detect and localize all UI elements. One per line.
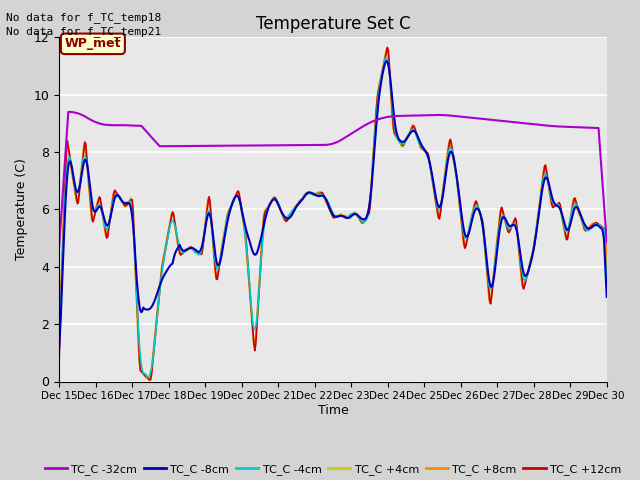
TC_C +8cm <box>379 65 387 71</box>
TC_C +8cm <box>423 150 431 156</box>
Line: TC_C -4cm: TC_C -4cm <box>59 58 607 377</box>
TC_C -8cm <box>196 248 204 254</box>
TC_C +8cm <box>304 190 312 196</box>
TC_C -4cm <box>197 250 205 255</box>
TC_C -8cm <box>152 294 160 300</box>
TC_C +4cm <box>146 377 154 383</box>
TC_C +4cm <box>55 342 63 348</box>
TC_C -4cm <box>153 316 161 322</box>
Legend: TC_C -32cm, TC_C -8cm, TC_C -4cm, TC_C +4cm, TC_C +8cm, TC_C +12cm: TC_C -32cm, TC_C -8cm, TC_C -4cm, TC_C +… <box>40 459 626 479</box>
TC_C +12cm <box>469 208 477 214</box>
TC_C -32cm <box>65 109 72 115</box>
X-axis label: Time: Time <box>317 404 348 417</box>
TC_C +12cm <box>603 228 611 233</box>
TC_C +12cm <box>147 377 154 383</box>
TC_C -32cm <box>468 115 476 121</box>
TC_C +8cm <box>146 378 154 384</box>
TC_C -32cm <box>153 140 161 146</box>
TC_C +4cm <box>383 46 390 52</box>
TC_C -4cm <box>383 55 390 60</box>
Title: Temperature Set C: Temperature Set C <box>255 15 410 33</box>
TC_C -32cm <box>422 112 429 118</box>
TC_C -32cm <box>55 244 63 250</box>
TC_C -4cm <box>55 338 63 344</box>
Line: TC_C +4cm: TC_C +4cm <box>59 49 607 380</box>
TC_C +8cm <box>383 47 391 53</box>
Text: No data for f_TC_temp18: No data for f_TC_temp18 <box>6 12 162 23</box>
TC_C -8cm <box>383 58 390 64</box>
TC_C +12cm <box>55 357 63 363</box>
TC_C -8cm <box>468 216 476 221</box>
TC_C -32cm <box>603 240 611 245</box>
TC_C -32cm <box>379 115 387 121</box>
TC_C +12cm <box>383 45 391 50</box>
TC_C -4cm <box>423 152 431 157</box>
TC_C +4cm <box>469 206 477 212</box>
TC_C +4cm <box>153 312 161 318</box>
TC_C +4cm <box>197 250 205 256</box>
TC_C +4cm <box>423 149 431 155</box>
Line: TC_C -32cm: TC_C -32cm <box>59 112 607 247</box>
TC_C -4cm <box>469 208 477 214</box>
Line: TC_C +8cm: TC_C +8cm <box>59 50 607 381</box>
TC_C -8cm <box>55 345 63 351</box>
TC_C +4cm <box>304 191 312 197</box>
TC_C -4cm <box>603 284 611 289</box>
TC_C +8cm <box>197 251 205 256</box>
TC_C -4cm <box>304 191 312 197</box>
Text: WP_met: WP_met <box>65 37 121 50</box>
TC_C +4cm <box>379 64 387 70</box>
TC_C -4cm <box>144 374 152 380</box>
TC_C -8cm <box>422 148 429 154</box>
TC_C +8cm <box>55 341 63 347</box>
TC_C +8cm <box>153 310 161 316</box>
Text: No data for f_TC_temp21: No data for f_TC_temp21 <box>6 26 162 37</box>
Y-axis label: Temperature (C): Temperature (C) <box>15 158 28 260</box>
TC_C -8cm <box>303 191 311 196</box>
TC_C +12cm <box>423 149 431 155</box>
TC_C -8cm <box>603 294 611 300</box>
TC_C +4cm <box>603 277 611 283</box>
TC_C +8cm <box>469 206 477 212</box>
TC_C +12cm <box>153 316 161 322</box>
TC_C +12cm <box>197 252 205 257</box>
Line: TC_C +12cm: TC_C +12cm <box>59 48 607 380</box>
TC_C +8cm <box>603 278 611 284</box>
TC_C -8cm <box>378 75 386 81</box>
TC_C -4cm <box>379 68 387 73</box>
TC_C -32cm <box>304 142 312 148</box>
TC_C +12cm <box>304 190 312 195</box>
Line: TC_C -8cm: TC_C -8cm <box>59 61 607 348</box>
TC_C -32cm <box>197 143 205 149</box>
TC_C +12cm <box>379 67 387 73</box>
